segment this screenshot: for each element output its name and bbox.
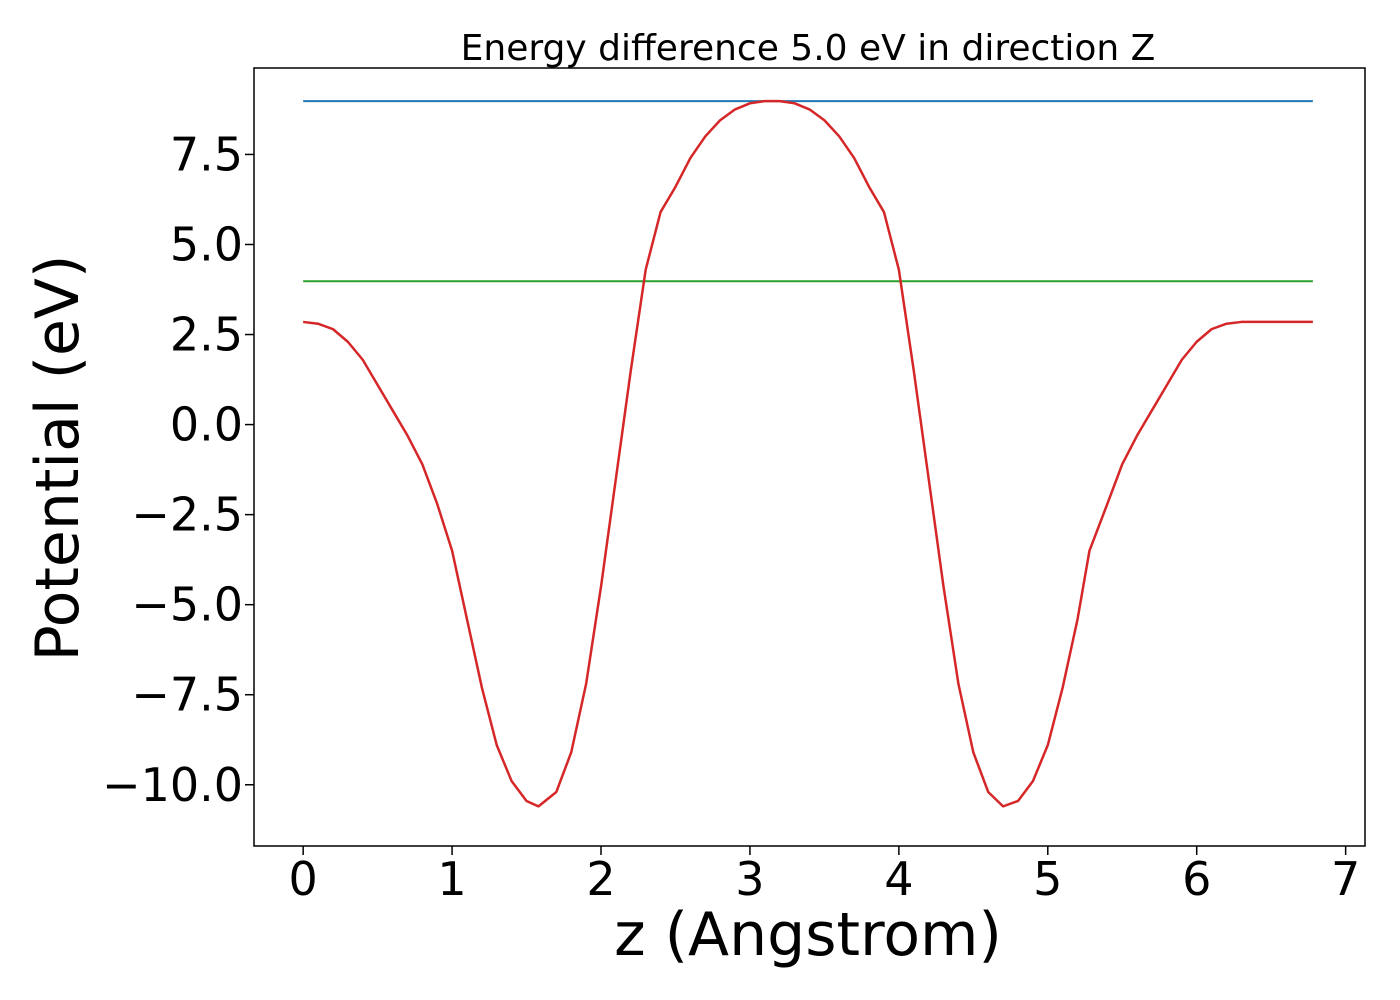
y-axis-label: Potential (eV) [23,255,93,662]
series-line-2 [302,99,1313,808]
y-axis-ticks: 7.5 5.0 2.5 0.0 −2.5 −5.0 −7.5 −10.0 [102,127,254,812]
x-axis-label: z (Angstrom) [614,900,1002,970]
chart-title: Energy difference 5.0 eV in direction Z [461,28,1156,69]
y-tick-label: −10.0 [102,758,243,812]
y-tick-label: 2.5 [170,308,243,362]
x-tick-label: 4 [884,852,913,906]
x-tick-label: 3 [735,852,764,906]
x-tick-label: 0 [289,852,318,906]
y-tick-label: 5.0 [170,217,243,271]
x-tick-label: 1 [437,852,466,906]
plot-frame [253,67,1366,847]
x-axis-ticks: 0 1 2 3 4 5 6 7 [289,846,1360,906]
x-tick-label: 6 [1182,852,1211,906]
x-tick-label: 2 [586,852,615,906]
y-tick-label: 7.5 [170,127,243,181]
y-tick-label: 0.0 [170,398,243,452]
series-layer [302,99,1313,808]
y-tick-label: −5.0 [131,578,243,632]
x-tick-label: 7 [1331,852,1360,906]
x-tick-label: 5 [1033,852,1062,906]
y-tick-label: −2.5 [131,488,243,542]
y-tick-label: −7.5 [131,668,243,722]
